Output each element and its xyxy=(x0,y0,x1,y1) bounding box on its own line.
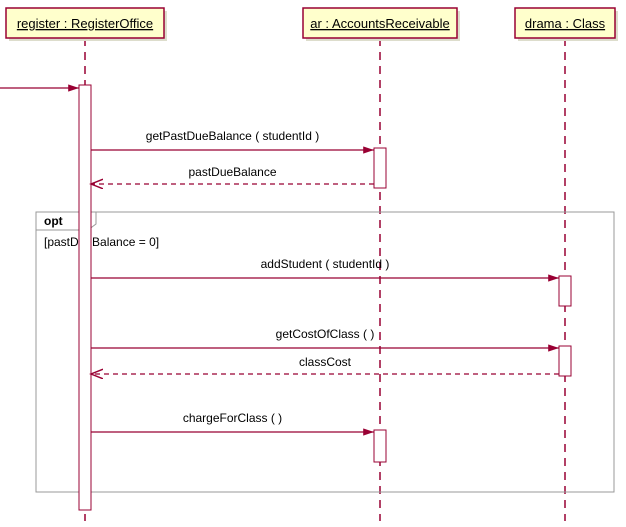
message-label-4: classCost xyxy=(299,355,352,369)
activation-drama-2 xyxy=(559,276,571,306)
opt-frame-label: opt xyxy=(44,214,63,228)
uml-sequence-diagram: register : RegisterOffice ar : AccountsRe… xyxy=(0,0,626,527)
message-label-5: chargeForClass ( ) xyxy=(183,411,282,425)
opt-frame-guard: [pastDueBalance = 0] xyxy=(44,235,159,249)
object-label-drama: drama : Class xyxy=(525,16,606,31)
activation-ar-4 xyxy=(374,430,386,462)
activation-drama-3 xyxy=(559,346,571,376)
message-label-3: getCostOfClass ( ) xyxy=(276,327,375,341)
object-label-ar: ar : AccountsReceivable xyxy=(310,16,449,31)
message-label-2: addStudent ( studentId ) xyxy=(261,257,390,271)
message-label-1: pastDueBalance xyxy=(188,165,276,179)
activation-ar-1 xyxy=(374,148,386,188)
message-label-0: getPastDueBalance ( studentId ) xyxy=(146,129,319,143)
opt-frame xyxy=(36,212,614,492)
activation-register-0 xyxy=(79,85,91,510)
object-label-register: register : RegisterOffice xyxy=(17,16,153,31)
